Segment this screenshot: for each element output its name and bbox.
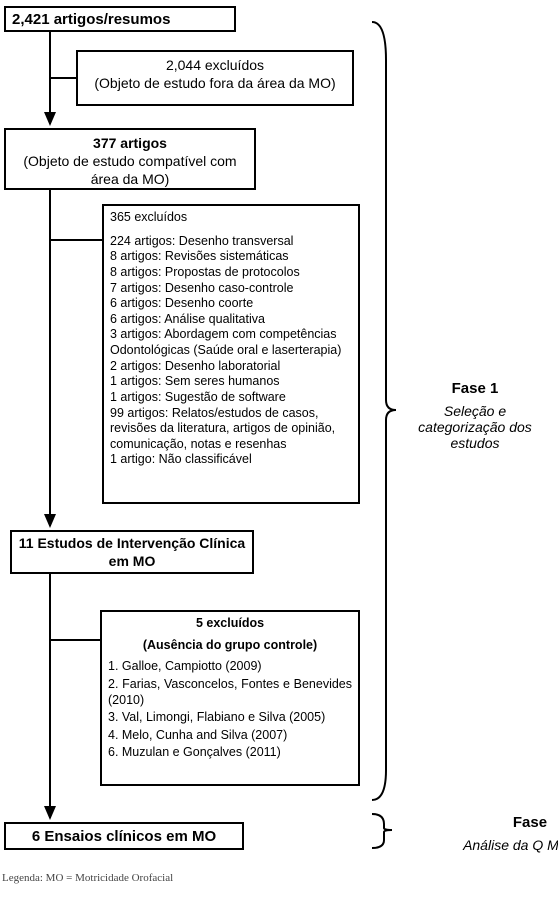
excluded-2044-line2: (Objeto de estudo fora da área da MO) <box>84 74 346 92</box>
box-377-title: 377 artigos <box>12 134 248 152</box>
phase-1-sub: Seleção e categorização dos estudos <box>400 403 550 451</box>
box-total-articles-text: 2,421 artigos/resumos <box>12 11 170 28</box>
box-377-articles: 377 artigos (Objeto de estudo compatível… <box>4 128 256 190</box>
phase-1-label: Fase 1 Seleção e categorização dos estud… <box>400 380 550 451</box>
excluded-365-item: 1 artigo: Não classificável <box>110 452 352 468</box>
box-377-sub: (Objeto de estudo compatível com área da… <box>12 152 248 188</box>
excluded-5-ref: 1. Galloe, Campiotto (2009) <box>108 659 352 675</box>
excluded-5-ref: 2. Farias, Vasconcelos, Fontes e Benevid… <box>108 677 352 708</box>
box-6-trials-text: 6 Ensaios clínicos em MO <box>32 828 216 845</box>
excluded-365-header: 365 excluídos <box>110 210 352 226</box>
excluded-5-ref: 4. Melo, Cunha and Silva (2007) <box>108 728 352 744</box>
legend-text: Legenda: MO = Motricidade Orofacial <box>2 872 173 884</box>
excluded-365-item: 8 artigos: Propostas de protocolos <box>110 265 352 281</box>
phase-1-title: Fase 1 <box>400 380 550 397</box>
excluded-5-ref: 3. Val, Limongi, Flabiano e Silva (2005) <box>108 710 352 726</box>
excluded-365-item: 2 artigos: Desenho laboratorial <box>110 359 352 375</box>
excluded-365-item: 6 artigos: Desenho coorte <box>110 296 352 312</box>
excluded-365-item: 99 artigos: Relatos/estudos de casos, re… <box>110 406 352 453</box>
excluded-365-item: 224 artigos: Desenho transversal <box>110 234 352 250</box>
excluded-365-item: 8 artigos: Revisões sistemáticas <box>110 249 352 265</box>
excluded-5-sub: (Ausência do grupo controle) <box>108 638 352 654</box>
excluded-5-title: 5 excluídos <box>108 616 352 632</box>
excluded-365-item: 6 artigos: Análise qualitativa <box>110 312 352 328</box>
excluded-365-item: 7 artigos: Desenho caso-controle <box>110 281 352 297</box>
box-11-studies: 11 Estudos de Intervenção Clínica em MO <box>10 530 254 574</box>
phase-2-title: Fase <box>460 814 558 831</box>
box-excluded-365: 365 excluídos 224 artigos: Desenho trans… <box>102 204 360 504</box>
excluded-365-item: 3 artigos: Abordagem com competências Od… <box>110 327 352 358</box>
excluded-365-item: 1 artigos: Sem seres humanos <box>110 374 352 390</box>
phase-2-sub: Análise da Q Metodol <box>460 837 558 853</box>
legend: Legenda: MO = Motricidade Orofacial <box>2 872 173 884</box>
excluded-365-items: 224 artigos: Desenho transversal8 artigo… <box>110 234 352 468</box>
box-11-studies-text: 11 Estudos de Intervenção Clínica em MO <box>18 534 246 570</box>
excluded-5-ref: 6. Muzulan e Gonçalves (2011) <box>108 745 352 761</box>
box-6-trials: 6 Ensaios clínicos em MO <box>4 822 244 850</box>
phase-2-label: Fase Análise da Q Metodol <box>460 814 558 853</box>
box-excluded-2044: 2,044 excluídos (Objeto de estudo fora d… <box>76 50 354 106</box>
excluded-2044-line1: 2,044 excluídos <box>84 56 346 74</box>
excluded-365-item: 1 artigos: Sugestão de software <box>110 390 352 406</box>
excluded-5-refs: 1. Galloe, Campiotto (2009) 2. Farias, Va… <box>108 659 352 761</box>
box-total-articles: 2,421 artigos/resumos <box>4 6 236 32</box>
box-excluded-5: 5 excluídos (Ausência do grupo controle)… <box>100 610 360 786</box>
